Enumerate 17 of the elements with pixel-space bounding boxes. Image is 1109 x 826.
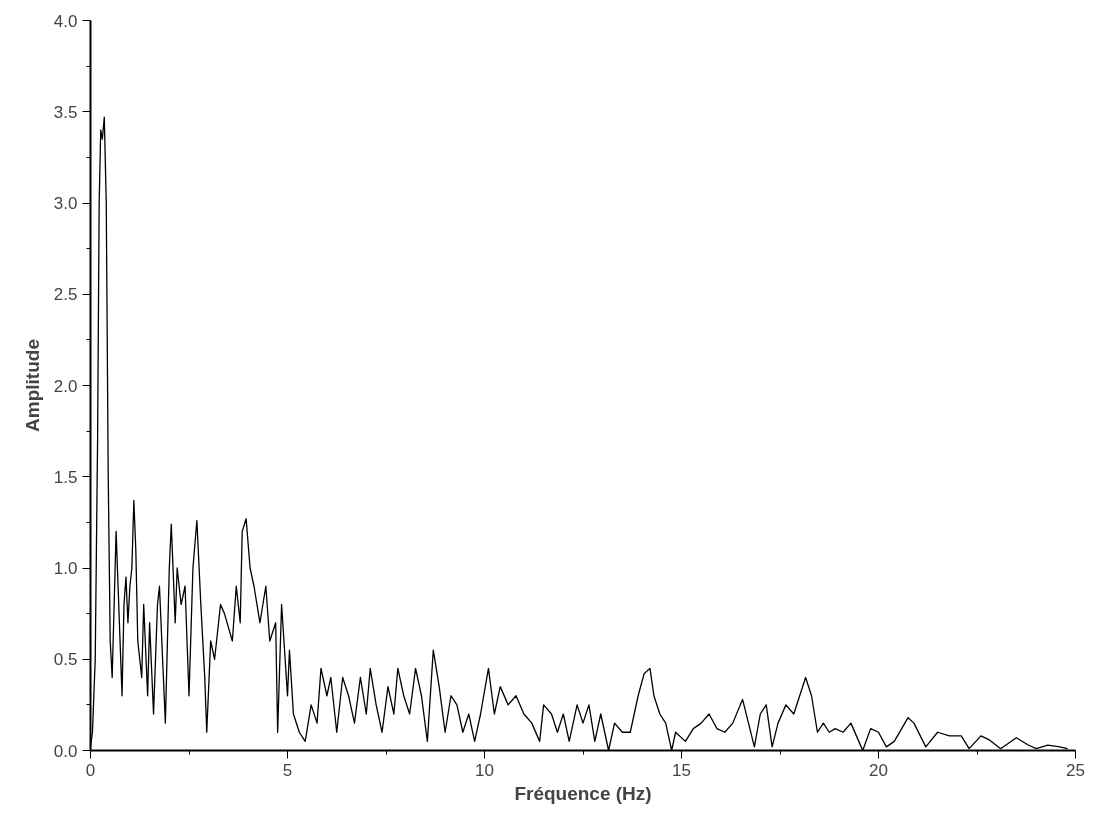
- y-tick-label: 1.5: [53, 467, 78, 487]
- y-axis-title: Amplitude: [21, 339, 43, 432]
- x-tick-label: 10: [475, 760, 494, 780]
- y-tick-label: 2.5: [53, 285, 78, 305]
- y-tick-label: 2.0: [53, 376, 78, 396]
- x-tick-label: 25: [1066, 760, 1085, 780]
- x-axis-title: Fréquence (Hz): [514, 782, 652, 804]
- y-tick-label: 1.0: [53, 559, 78, 578]
- y-tick-label: 4.0: [53, 11, 78, 31]
- y-tick-label: 0.0: [53, 741, 78, 761]
- y-tick-label: 0.5: [53, 650, 78, 670]
- x-tick-label: 5: [282, 760, 293, 780]
- x-tick-label: 15: [672, 760, 691, 780]
- y-tick-label: 3.5: [53, 102, 78, 122]
- x-tick-label: 20: [869, 760, 888, 780]
- x-tick-label: 0: [85, 760, 96, 780]
- y-tick-label: 3.0: [53, 194, 78, 213]
